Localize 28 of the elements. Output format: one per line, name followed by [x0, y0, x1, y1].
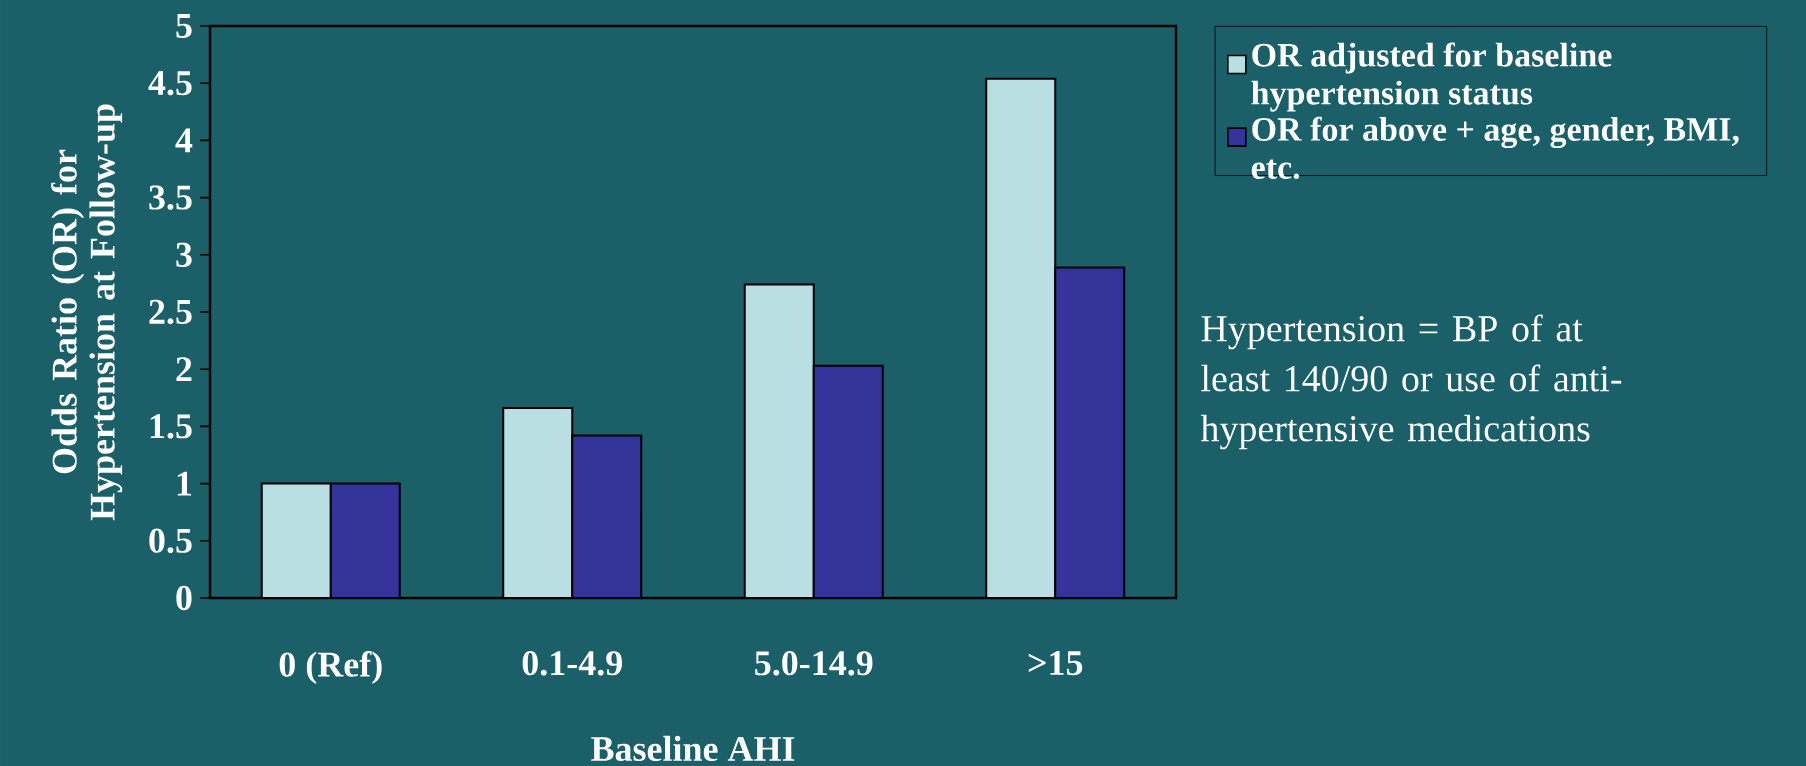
bar	[743, 283, 815, 598]
y-tick-label: 2.5	[149, 299, 192, 325]
legend-label: OR for above + age, gender, BMI, etc.	[1251, 116, 1739, 180]
y-tick-label: 0	[176, 585, 192, 611]
x-tick-label: >15	[1028, 651, 1083, 676]
bar	[985, 77, 1057, 598]
bar	[812, 364, 884, 598]
y-tick-label: 3	[176, 242, 192, 267]
y-tick-label: 1	[177, 471, 192, 496]
bar	[502, 407, 574, 598]
y-tick-label: 2	[176, 357, 192, 382]
legend-label: OR adjusted for baseline hypertension status	[1251, 42, 1612, 112]
y-axis-title: Odds Ratio (OR) for Hypertension at Follow-up	[51, 104, 123, 521]
y-tick-label: 3.5	[149, 185, 192, 210]
x-tick-label: 5.0-14.9	[755, 651, 873, 676]
y-tick-label: 4.5	[148, 71, 192, 96]
y-tick-label: 0.5	[149, 528, 192, 554]
bar	[1054, 266, 1126, 598]
y-tick-label: 1.5	[150, 414, 192, 439]
x-tick-label: 0.1-4.9	[522, 651, 622, 676]
x-axis-title: Baseline AHI	[591, 735, 795, 762]
text: Hypertension = BP of at least 140/90 or use of anti-hypertensive medications	[1200, 314, 1622, 450]
bar	[260, 482, 332, 598]
y-tick-label: 4	[175, 128, 193, 153]
bar	[329, 482, 401, 598]
x-tick-label: 0 (Ref)	[279, 651, 382, 685]
y-tick-label: 5	[176, 14, 192, 38]
bar	[571, 434, 643, 598]
